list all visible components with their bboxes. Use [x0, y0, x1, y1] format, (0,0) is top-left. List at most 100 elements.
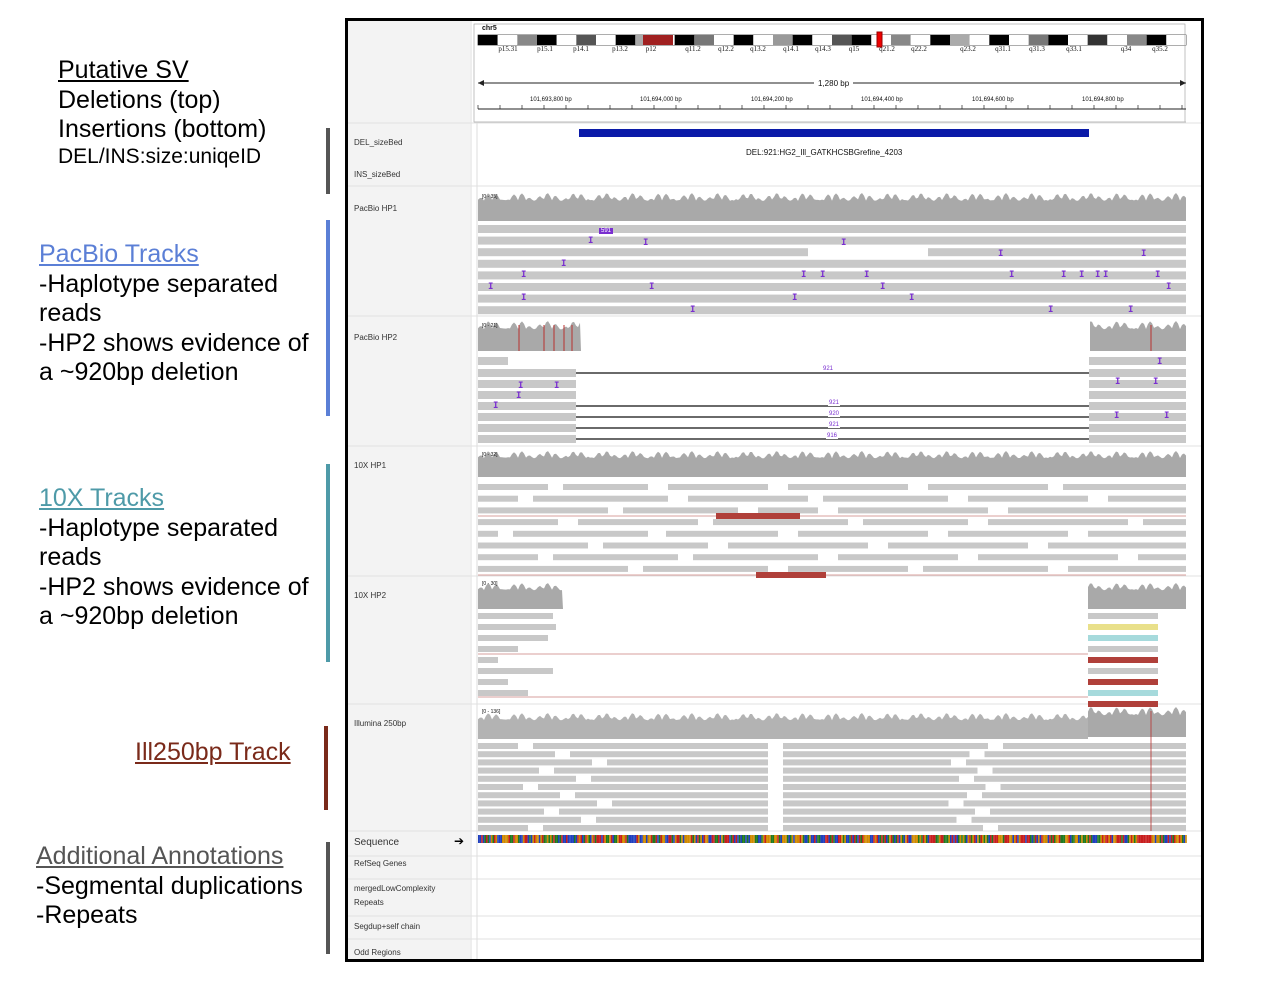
sequence-base: [652, 835, 654, 843]
track-label-low-complexity[interactable]: mergedLowComplexity: [354, 884, 436, 893]
sequence-base: [865, 835, 867, 843]
illumina-read: [992, 767, 1186, 774]
track-label-refseq[interactable]: RefSeq Genes: [354, 859, 407, 868]
tenx-hp1-read: [948, 530, 1068, 537]
sequence-base: [1151, 835, 1154, 843]
illumina-read: [982, 792, 1186, 799]
sequence-base: [777, 835, 779, 843]
sequence-base: [772, 835, 774, 843]
illumina-read: [963, 800, 1186, 807]
sequence-base: [745, 835, 747, 843]
deletion-feature-label[interactable]: DEL:921:HG2_Ill_GATKHCSBGrefine_4203: [746, 148, 903, 157]
sequence-base: [908, 835, 910, 843]
sequence-base: [866, 835, 869, 843]
sequence-base: [626, 835, 629, 843]
sequence-base: [1001, 835, 1003, 843]
sequence-base: [502, 835, 504, 843]
track-label-pacbio-hp1[interactable]: PacBio HP1: [354, 204, 398, 213]
chromosome-name[interactable]: chr5: [482, 25, 497, 32]
sequence-base: [924, 835, 926, 843]
sequence-base: [770, 835, 773, 843]
illumina-read: [783, 775, 959, 782]
sequence-base: [962, 835, 965, 843]
sequence-base: [1119, 835, 1122, 843]
additional-bracket: [326, 842, 330, 954]
sequence-base: [487, 835, 490, 843]
sequence-base: [778, 835, 781, 843]
sv-line-insertions: Insertions (bottom): [58, 115, 267, 143]
track-label-ins[interactable]: INS_sizeBed: [354, 170, 401, 179]
tenx-hp1-read: [1088, 530, 1186, 537]
igv-canvas: p15.31 p15.1 p14.1 p13.2 p12 q11.2 q12.2 q13.2 q…: [348, 21, 1201, 959]
track-label-tenx-hp2[interactable]: 10X HP2: [354, 591, 387, 600]
sequence-base: [766, 835, 768, 843]
sequence-base: [494, 835, 496, 843]
sequence-base: [1153, 835, 1155, 843]
sequence-base: [724, 835, 726, 843]
illumina-read: [783, 792, 967, 799]
sequence-base: [559, 835, 562, 843]
sequence-strand-arrow-icon[interactable]: ➔: [454, 834, 465, 848]
sequence-base: [958, 835, 960, 843]
insertion-badge[interactable]: 591: [599, 228, 614, 234]
sequence-base: [1055, 835, 1058, 843]
track-label-illumina[interactable]: Illumina 250bp: [354, 719, 407, 728]
ideogram-band: [497, 35, 518, 45]
insertion-mark: I: [521, 270, 526, 280]
sequence-base: [788, 835, 790, 843]
sequence-base: [514, 835, 517, 843]
sequence-base: [882, 835, 885, 843]
tenx-hp1-read: [478, 484, 548, 490]
pacbio-hp2-read: [478, 369, 576, 377]
sequence-base: [522, 835, 525, 843]
sequence-base: [1169, 835, 1171, 843]
sequence-base: [1174, 835, 1176, 843]
sequence-base: [1135, 835, 1138, 843]
sequence-base: [689, 835, 691, 843]
sequence-base: [1167, 835, 1170, 843]
sequence-base: [980, 835, 982, 843]
track-label-odd[interactable]: Odd Regions: [354, 948, 401, 957]
sequence-base: [892, 835, 894, 843]
tenx-hp1-read: [478, 554, 538, 561]
sequence-base: [1012, 835, 1014, 843]
sequence-base: [833, 835, 835, 843]
sequence-base: [1007, 835, 1010, 843]
sequence-base: [946, 835, 949, 843]
pacbio-hp2-read: [1089, 357, 1186, 365]
sequence-base: [612, 835, 614, 843]
sequence-base: [1014, 835, 1016, 843]
tenx-hp2-read: [1088, 657, 1158, 663]
ideogram-band: [792, 35, 813, 45]
track-label-tenx-hp1[interactable]: 10X HP1: [354, 461, 387, 470]
band-label: q13.2: [750, 45, 766, 53]
sequence-base: [610, 835, 613, 843]
track-label-del[interactable]: DEL_sizeBed: [354, 138, 403, 147]
sequence-base: [854, 835, 856, 843]
track-label-segdup[interactable]: Segdup+self chain: [354, 922, 421, 931]
sequence-base: [898, 835, 901, 843]
track-label-pacbio-hp2[interactable]: PacBio HP2: [354, 333, 398, 342]
sequence-base: [1180, 835, 1182, 843]
sequence-base: [802, 835, 805, 843]
sequence-base: [1068, 835, 1070, 843]
sequence-base: [1156, 835, 1158, 843]
sequence-base: [825, 835, 827, 843]
sequence-base: [505, 835, 507, 843]
pacbio-line-4: a ~920bp deletion: [39, 358, 239, 386]
ideogram-band: [1107, 35, 1127, 45]
tenx-hp1-read: [533, 495, 668, 502]
sv-title: Putative SV: [58, 56, 189, 84]
illumina-read: [478, 825, 528, 831]
sequence-base: [887, 835, 890, 843]
insertion-mark: I: [801, 270, 806, 280]
sequence-base: [1111, 835, 1114, 843]
pacbio-hp2-read: [478, 357, 508, 365]
pacbio-bracket: [326, 220, 330, 416]
track-label-sequence[interactable]: Sequence: [354, 837, 400, 848]
sequence-base: [738, 835, 741, 843]
sequence-base: [486, 835, 488, 843]
tenx-hp1-coverage: [478, 451, 1186, 477]
track-label-repeats[interactable]: Repeats: [354, 898, 384, 907]
illumina-read: [783, 808, 975, 815]
